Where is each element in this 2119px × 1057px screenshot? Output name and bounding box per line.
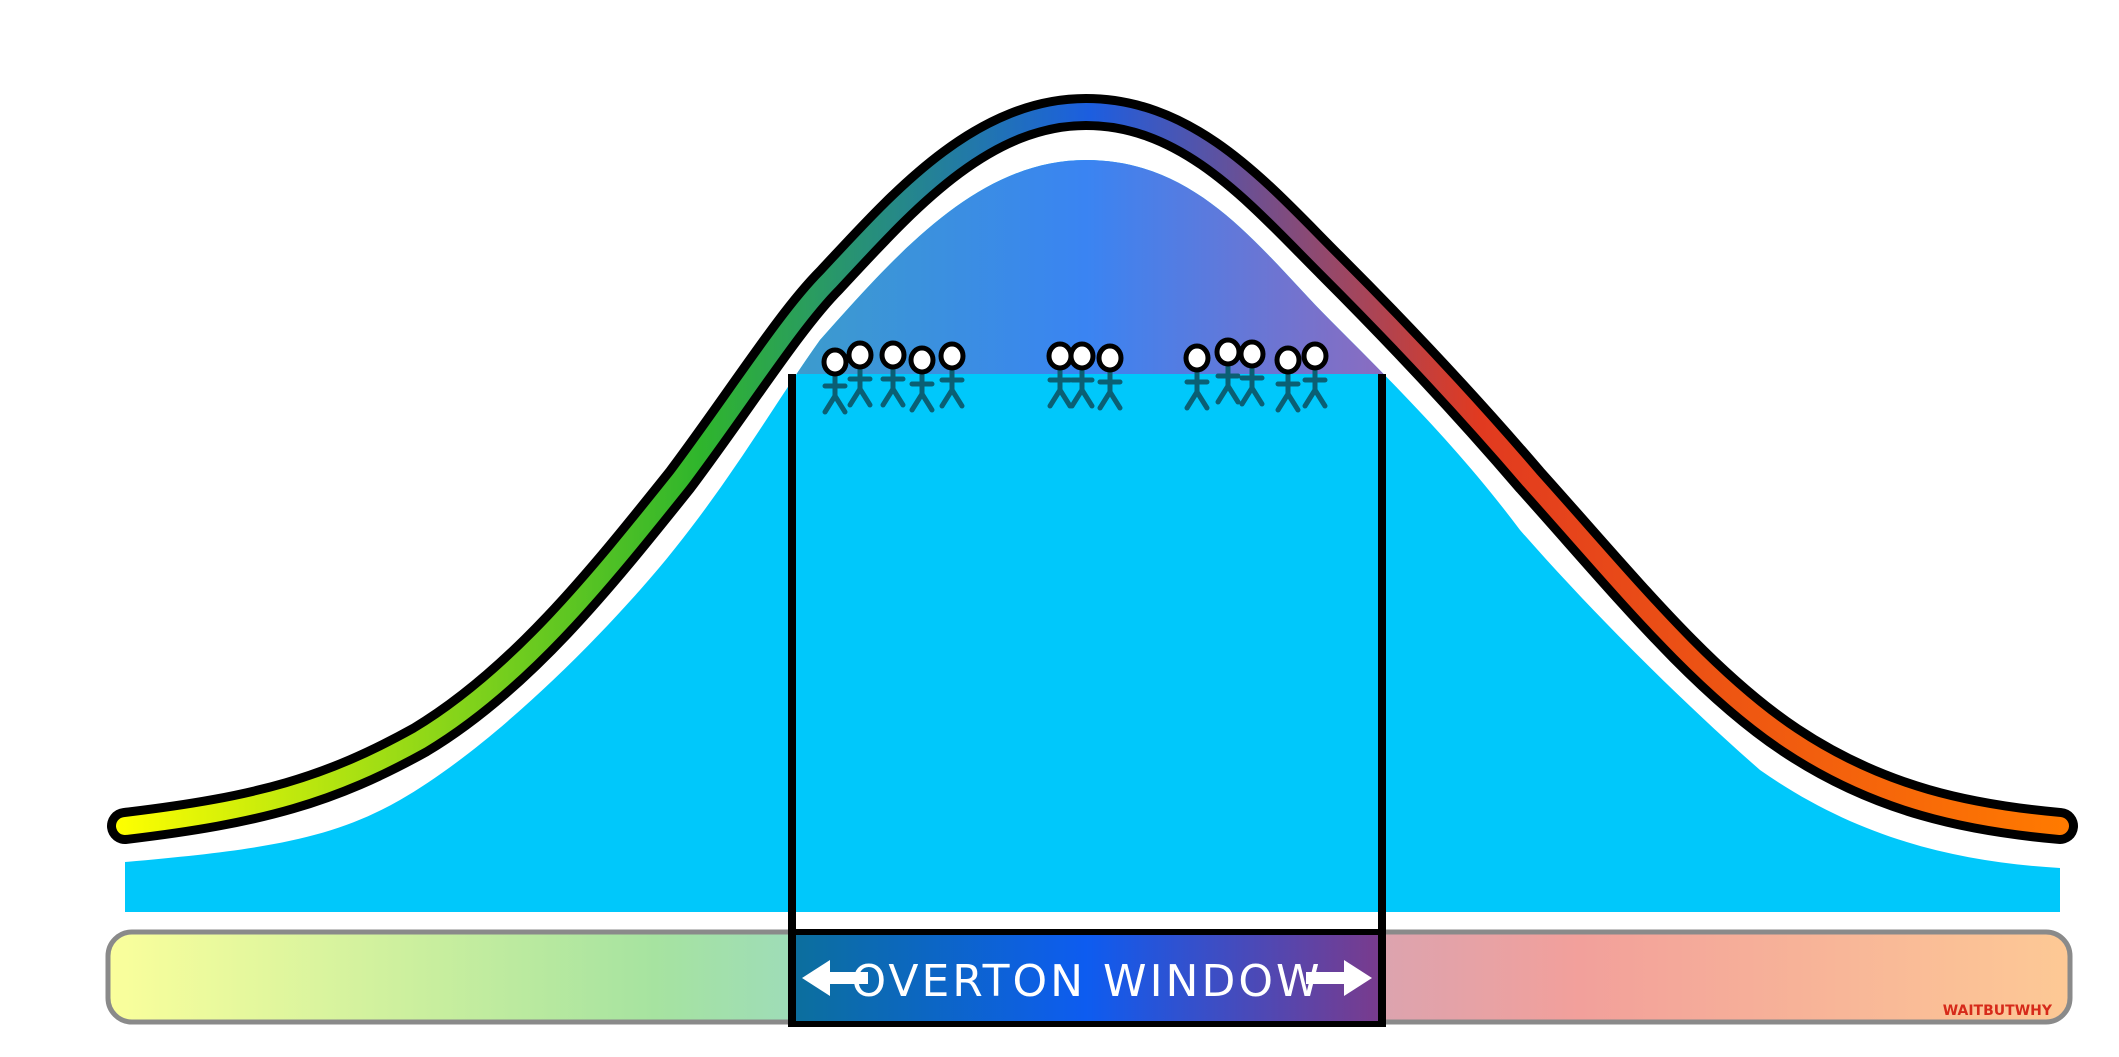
overton-window-frame — [788, 374, 1386, 1027]
watermark: WAITBUTWHY — [1943, 1003, 2053, 1019]
stick-figures-group — [821, 337, 1329, 415]
stick-figure-icon — [1068, 341, 1096, 409]
stick-figure-icon — [1096, 343, 1124, 411]
stick-figure-icon — [846, 340, 874, 408]
overton-window-bar — [792, 932, 1382, 1022]
stick-figure-icon — [879, 340, 907, 408]
stick-figure-icon — [938, 341, 966, 409]
stick-figure-icon — [1274, 345, 1302, 413]
population-area — [125, 160, 2060, 912]
stick-figure-icon — [1238, 339, 1266, 407]
stick-figure-icon — [908, 345, 936, 413]
arrow-left-icon — [802, 960, 868, 996]
window-top-region — [700, 160, 1480, 374]
arrow-right-icon — [1306, 960, 1372, 996]
stick-figure-icon — [821, 347, 849, 415]
overton-window-label: OVERTON WINDOW — [852, 956, 1323, 1007]
stick-figure-icon — [1183, 343, 1211, 411]
stick-figure-icon — [1301, 341, 1329, 409]
bell-curve — [107, 93, 2078, 844]
